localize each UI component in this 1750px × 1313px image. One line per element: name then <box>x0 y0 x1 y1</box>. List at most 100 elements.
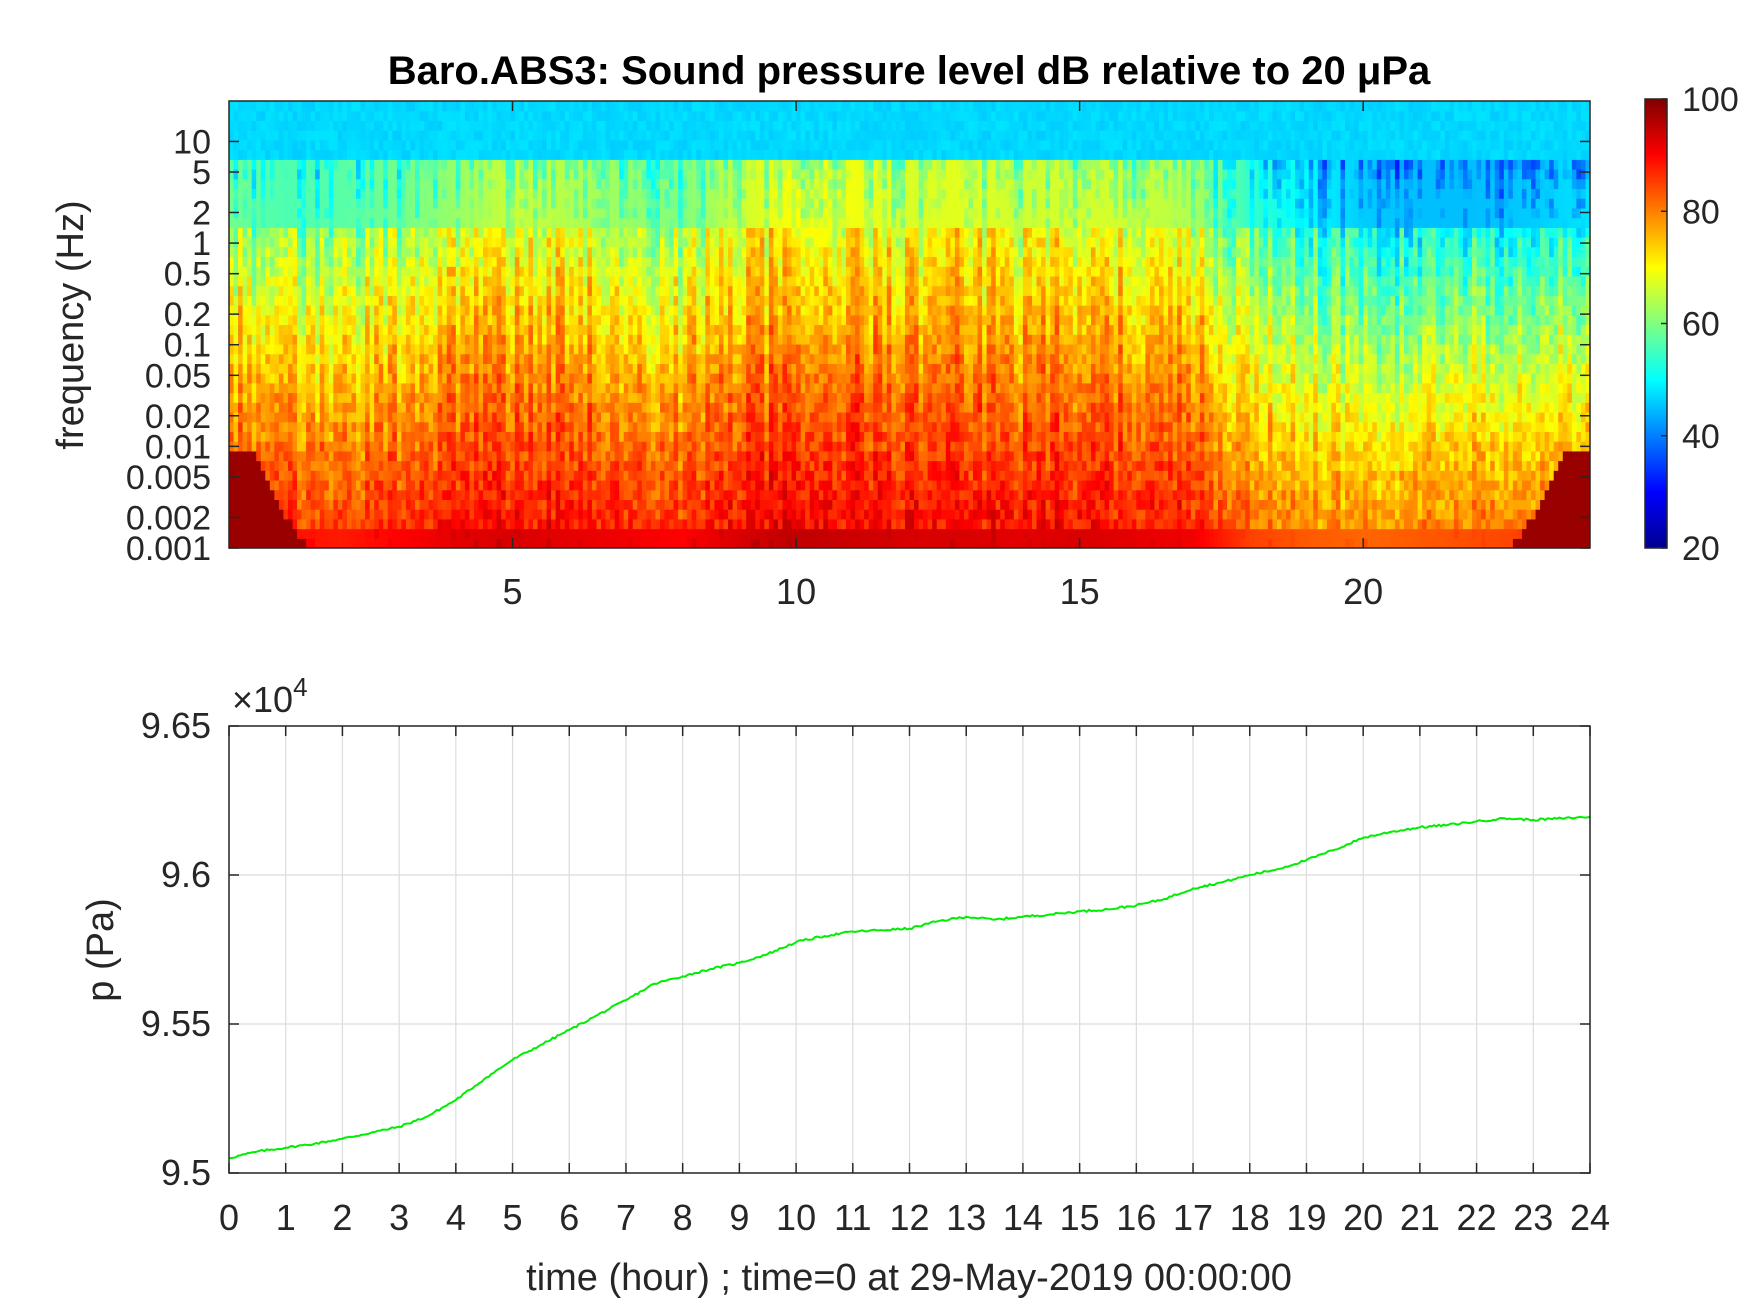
spectrogram-cell <box>306 285 312 296</box>
spectrogram-cell <box>564 149 570 160</box>
spectrogram-cell <box>342 149 348 160</box>
spectrogram-cell <box>709 169 716 180</box>
spectrogram-cell <box>278 343 285 355</box>
spectrogram-cell <box>238 421 244 432</box>
spectrogram-cell <box>501 305 507 316</box>
spectrogram-cell <box>369 120 375 131</box>
spectrogram-cell <box>700 110 706 122</box>
spectrogram-cell <box>514 441 520 452</box>
spectrogram-cell <box>582 450 588 462</box>
spectrogram-cell <box>637 460 643 471</box>
spectrogram-cell <box>469 489 475 501</box>
spectrogram-cell <box>365 227 371 238</box>
spectrogram-cell <box>360 256 366 267</box>
spectrogram-cell <box>405 392 412 403</box>
spectrogram-cell <box>229 334 235 345</box>
spectrogram-cell <box>392 130 398 141</box>
spectrogram-cell <box>247 120 253 131</box>
spectrogram-cell <box>247 499 253 510</box>
spectrogram-cell <box>360 538 366 548</box>
spectrogram-cell <box>401 382 407 394</box>
spectrogram-cell <box>396 450 402 462</box>
spectrogram-cell <box>596 363 602 374</box>
spectrogram-cell <box>369 217 375 228</box>
spectrogram-cell <box>233 460 239 471</box>
spectrogram-cell <box>573 353 579 364</box>
spectrogram-cell <box>419 479 425 491</box>
spectrogram-cell <box>619 198 625 209</box>
spectrogram-cell <box>269 499 275 510</box>
spectrogram-cell <box>505 275 511 287</box>
spectrogram-cell <box>469 538 475 548</box>
spectrogram-cell <box>537 334 543 345</box>
spectrogram-cell <box>705 528 711 539</box>
spectrogram-cell <box>573 402 579 413</box>
spectrogram-cell <box>319 227 325 238</box>
spectrogram-cell <box>596 470 602 481</box>
spectrogram-cell <box>310 285 316 296</box>
spectrogram-cell <box>428 169 434 180</box>
spectrogram-cell <box>659 101 666 112</box>
spectrogram-cell <box>696 110 702 122</box>
spectrogram-cell <box>691 479 697 491</box>
spectrogram-cell <box>632 169 638 180</box>
spectrogram-cell <box>492 295 498 306</box>
spectrogram-cell <box>655 518 661 530</box>
spectrogram-cell <box>473 402 480 413</box>
spectrogram-cell <box>283 159 289 170</box>
spectrogram-cell <box>523 528 530 539</box>
spectrogram-cell <box>532 460 539 471</box>
spectrogram-cell <box>664 421 670 432</box>
spectrogram-cell <box>337 353 344 364</box>
spectrogram-cell <box>233 237 239 248</box>
spectrogram-cell <box>650 101 657 112</box>
spectrogram-cell <box>646 518 652 530</box>
spectrogram-cell <box>369 256 375 267</box>
spectrogram-cell <box>428 207 434 219</box>
spectrogram-cell <box>523 295 530 306</box>
spectrogram-cell <box>405 509 412 520</box>
spectrogram-cell <box>292 198 298 209</box>
spectrogram-cell <box>705 110 711 122</box>
spectrogram-cell <box>351 343 357 355</box>
spectrogram-cell <box>473 343 480 355</box>
spectrogram-cell <box>514 411 520 423</box>
spectrogram-cell <box>233 528 239 539</box>
spectrogram-cell <box>387 149 393 160</box>
spectrogram-cell <box>519 373 525 384</box>
spectrogram-cell <box>401 411 407 423</box>
spectrogram-cell <box>337 509 344 520</box>
spectrogram-cell <box>578 139 584 151</box>
spectrogram-cell <box>306 402 312 413</box>
spectrogram-cell <box>401 139 407 151</box>
spectrogram-cell <box>292 324 298 335</box>
spectrogram-cell <box>505 237 511 248</box>
spectrogram-cell <box>623 275 629 287</box>
spectrogram-cell <box>650 198 657 209</box>
spectrogram-cell <box>337 402 344 413</box>
spectrogram-cell <box>419 130 425 141</box>
spectrogram-cell <box>365 353 371 364</box>
spectrogram-cell <box>542 450 548 462</box>
spectrogram-cell <box>346 120 353 131</box>
spectrogram-cell <box>410 198 416 209</box>
spectrogram-cell <box>356 518 362 530</box>
spectrogram-cell <box>492 256 498 267</box>
spectrogram-cell <box>346 334 353 345</box>
spectrogram-cell <box>455 101 461 112</box>
spectrogram-cell <box>469 169 475 180</box>
spectrogram-cell <box>383 392 389 403</box>
spectrogram-cell <box>292 178 298 190</box>
spectrogram-cell <box>233 110 239 122</box>
spectrogram-cell <box>401 392 407 403</box>
spectrogram-cell <box>437 392 443 403</box>
spectrogram-cell <box>632 324 638 335</box>
spectrogram-cell <box>229 470 235 481</box>
spectrogram-cell <box>387 237 393 248</box>
spectrogram-cell <box>709 402 716 413</box>
spectrogram-cell <box>351 363 357 374</box>
spectrogram-cell <box>337 256 344 267</box>
spectrogram-cell <box>673 363 679 374</box>
spectrogram-cell <box>514 130 520 141</box>
spectrogram-cell <box>319 130 325 141</box>
